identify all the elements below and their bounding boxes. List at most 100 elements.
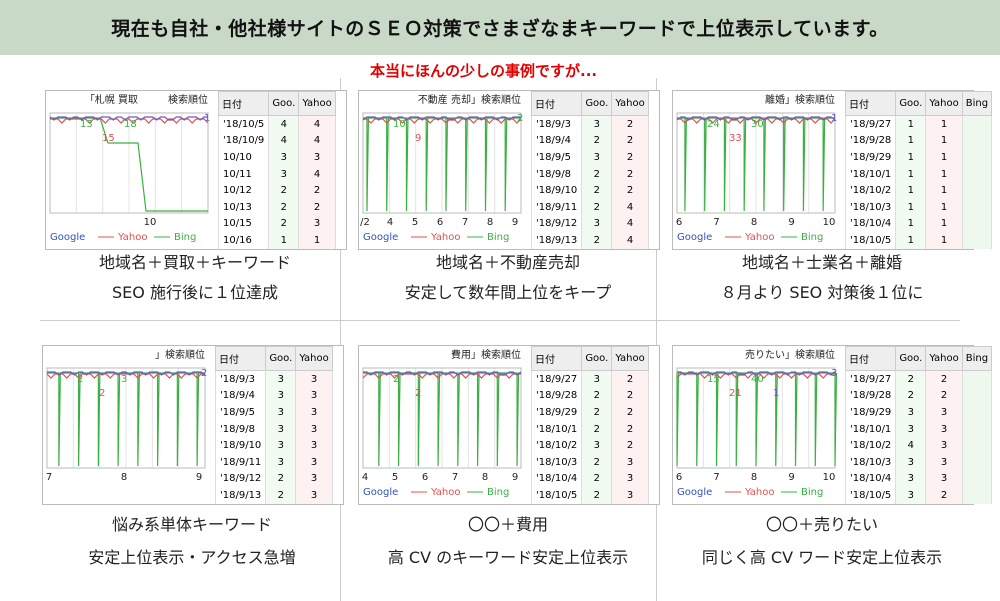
table-cell: 3 <box>295 404 333 421</box>
yahoo-trace <box>676 373 835 379</box>
yahoo-trace <box>362 373 521 379</box>
case-caption: 悩み系単体キーワード <box>111 515 272 534</box>
table-cell: '18/9/10 <box>530 182 583 200</box>
google-trace <box>47 371 206 376</box>
table-cell: 2 <box>611 115 649 133</box>
x-tick-label: /2 <box>360 217 370 228</box>
table-cell-empty <box>961 420 993 438</box>
table-cell: 2 <box>611 182 649 200</box>
table-cell: 3 <box>295 487 333 504</box>
table-cell: 2 <box>611 165 649 183</box>
table-cell: '18/10/1 <box>844 420 897 438</box>
table-cell-empty <box>961 132 993 150</box>
table-cell: 1 <box>895 165 927 183</box>
table-row: '18/9/4 3 3 <box>214 387 333 405</box>
table-cell: '18/9/4 <box>214 387 267 405</box>
table-cell: '18/10/5 <box>217 115 270 133</box>
table-cell: 2 <box>581 387 613 405</box>
table-row: 10/13 2 2 <box>217 199 336 216</box>
column-header: 日付 <box>214 346 267 371</box>
divider <box>340 78 341 601</box>
chart-title: 不動産 売却」検索順位 <box>418 93 521 106</box>
table-cell: 2 <box>581 487 613 504</box>
table-row: '18/9/28 1 1 <box>844 132 993 150</box>
table-cell: 2 <box>298 182 336 200</box>
table-cell: 3 <box>581 370 613 388</box>
table-header: 日付 Goo. Yahoo <box>214 346 333 371</box>
table-cell: 10/15 <box>217 215 270 233</box>
ranking-screenshot: 不動産 売却」検索順位 10 9 2/2 4 5 6 7 8 9 Google Yahoo Bing 日付… <box>358 90 660 250</box>
table-cell: 2 <box>925 387 963 405</box>
table-row: '18/9/28 2 2 <box>844 387 993 405</box>
table-cell: 3 <box>298 215 336 233</box>
table-cell: 2 <box>611 149 649 166</box>
table-cell: '18/9/29 <box>844 404 897 421</box>
case-caption: SEO 施行後に１位達成 <box>112 283 278 302</box>
divider <box>40 320 960 321</box>
chart-label: 15 <box>102 133 115 144</box>
x-tick-label: 9 <box>788 472 794 483</box>
divider <box>656 78 657 601</box>
case-caption: 同じく高 CV ワード安定上位表示 <box>701 548 943 567</box>
case-caption: 地域名＋士業名＋離婚 <box>741 253 902 272</box>
chart-label: 15 <box>707 374 720 385</box>
table-row: '18/9/27 2 2 <box>844 370 993 388</box>
table-cell: 3 <box>611 487 649 504</box>
table-cell: '18/9/27 <box>844 115 897 133</box>
table-cell: 2 <box>268 182 300 200</box>
rank-table: 日付 Goo. Yahoo Bing '18/9/27 2 2'18/9/28 2 2'18/9… <box>844 346 993 504</box>
legend-entry: Google <box>677 487 712 498</box>
table-cell: 2 <box>895 387 927 405</box>
x-tick-label: 9 <box>512 217 518 228</box>
legend-entry: Google <box>50 232 85 243</box>
table-cell: 2 <box>925 370 963 388</box>
table-cell-empty <box>961 215 993 233</box>
x-tick-label: 8 <box>482 472 488 483</box>
table-row: '18/9/3 3 2 <box>530 115 649 133</box>
chart-label: 1 <box>204 113 210 124</box>
table-cell: 3 <box>581 115 613 133</box>
column-header: Goo. <box>265 346 297 371</box>
table-row: '18/9/4 2 2 <box>530 132 649 150</box>
chart-label: 2 <box>415 388 421 399</box>
table-cell: 3 <box>895 404 927 421</box>
column-header: 日付 <box>844 346 897 371</box>
table-cell: 1 <box>895 215 927 233</box>
table-row: '18/10/2 3 2 <box>530 437 649 455</box>
table-cell: 1 <box>895 199 927 216</box>
rank-chart: 売りたい」検索順位 15 21 40 1 3 6 7 8 9 10 Google Yahoo Bing <box>676 348 838 498</box>
table-cell: 3 <box>295 420 333 438</box>
table-row: '18/10/3 2 3 <box>530 454 649 471</box>
table-header: 日付 Goo. Yahoo <box>217 91 336 116</box>
bing-trace <box>363 372 521 467</box>
table-row: '18/9/3 3 3 <box>214 370 333 388</box>
table-cell: 3 <box>895 470 927 488</box>
x-tick-label: 10 <box>823 217 836 228</box>
ranking-screenshot: 「札幌 買取 検索順位 13 15 18 1 10 Google Yahoo Bing 日付 Goo… <box>45 90 347 250</box>
column-header: 日付 <box>844 91 897 116</box>
table-row: '18/9/27 1 1 <box>844 115 993 133</box>
rank-table: 日付 Goo. Yahoo Bing '18/9/27 1 1'18/9/28 1 1'18/9… <box>844 91 993 249</box>
x-tick-label: 6 <box>437 217 443 228</box>
rank-table: 日付 Goo. Yahoo '18/9/3 3 3'18/9/4 3 3'18/9/5 3 3'1… <box>214 346 333 504</box>
table-cell: '18/9/29 <box>530 404 583 421</box>
table-cell: 4 <box>298 115 336 133</box>
plot-frame <box>362 112 522 214</box>
table-row: 10/10 3 3 <box>217 149 336 166</box>
table-row: '18/10/1 3 3 <box>844 420 993 438</box>
rank-chart: 不動産 売却」検索順位 10 9 2/2 4 5 6 7 8 9 Google Yahoo Bing <box>360 93 523 243</box>
chart-label: 33 <box>729 133 742 144</box>
x-tick-label: 5 <box>412 217 418 228</box>
table-cell: '18/9/13 <box>214 487 267 504</box>
column-header: Yahoo <box>295 346 333 371</box>
chart-label: 1 <box>831 113 837 124</box>
table-cell: 2 <box>611 132 649 150</box>
table-cell-empty <box>961 182 993 200</box>
chart-title: 「札幌 買取 検索順位 <box>85 93 208 106</box>
table-cell: '18/10/4 <box>844 215 897 233</box>
bing-trace <box>676 372 838 467</box>
table-cell: 2 <box>581 182 613 200</box>
table-cell: '18/9/12 <box>214 470 267 488</box>
table-cell: 4 <box>298 165 336 183</box>
